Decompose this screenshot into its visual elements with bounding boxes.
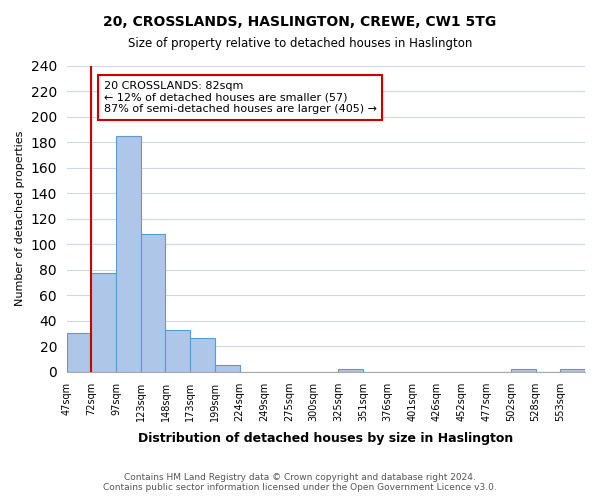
Bar bbox=[511, 369, 536, 372]
Bar bbox=[560, 369, 585, 372]
Text: Size of property relative to detached houses in Haslington: Size of property relative to detached ho… bbox=[128, 38, 472, 51]
Text: Contains HM Land Registry data © Crown copyright and database right 2024.
Contai: Contains HM Land Registry data © Crown c… bbox=[103, 473, 497, 492]
Bar bbox=[116, 136, 141, 372]
Bar bbox=[215, 366, 239, 372]
Text: 20 CROSSLANDS: 82sqm
← 12% of detached houses are smaller (57)
87% of semi-detac: 20 CROSSLANDS: 82sqm ← 12% of detached h… bbox=[104, 81, 377, 114]
Bar bbox=[338, 369, 363, 372]
Bar bbox=[91, 274, 116, 372]
Y-axis label: Number of detached properties: Number of detached properties bbox=[15, 131, 25, 306]
Bar bbox=[141, 234, 166, 372]
X-axis label: Distribution of detached houses by size in Haslington: Distribution of detached houses by size … bbox=[138, 432, 514, 445]
Bar bbox=[166, 330, 190, 372]
Text: 20, CROSSLANDS, HASLINGTON, CREWE, CW1 5TG: 20, CROSSLANDS, HASLINGTON, CREWE, CW1 5… bbox=[103, 15, 497, 29]
Bar bbox=[190, 338, 215, 372]
Bar bbox=[67, 334, 91, 372]
